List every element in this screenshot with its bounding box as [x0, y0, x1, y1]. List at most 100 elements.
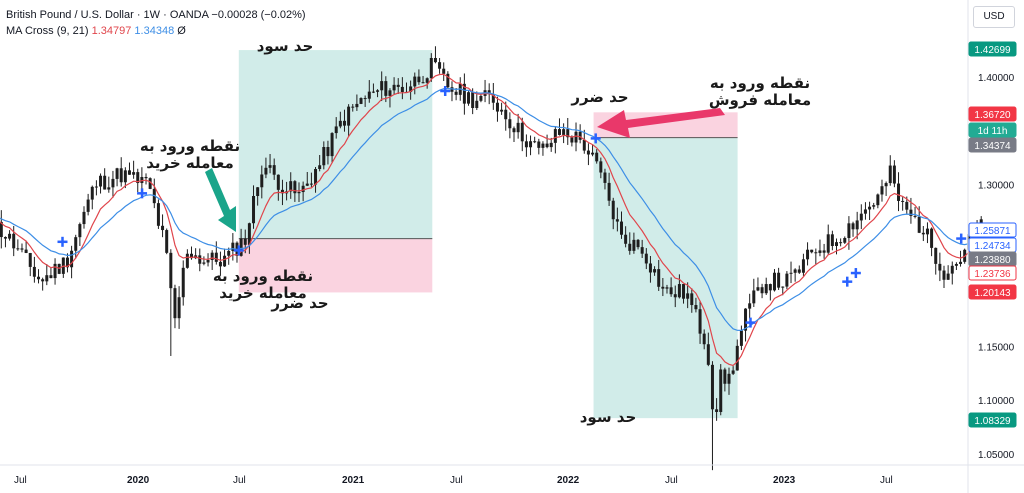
sell-entry-label-line: نقطه ورود به: [710, 74, 810, 92]
currency-button[interactable]: USD: [973, 6, 1015, 28]
candle-body: [537, 141, 541, 148]
candle-body: [165, 230, 169, 253]
chart-legend-indicator[interactable]: MA Cross (9, 21) 1.34797 1.34348 Ø: [6, 25, 186, 37]
candle-body: [620, 221, 623, 235]
price-badge-bg: [968, 265, 1017, 281]
candle-body: [702, 333, 706, 345]
price-badge: 1.36720: [968, 106, 1017, 122]
candle-body: [516, 122, 520, 133]
cross-marker: [440, 86, 451, 97]
candle-body: [198, 255, 202, 264]
x-tick-label: Jul: [233, 475, 246, 486]
candle-body: [247, 223, 251, 245]
candle-body: [785, 273, 789, 287]
candle-body: [731, 370, 735, 374]
candle-body: [756, 287, 760, 291]
price-badge-text: 1.36720: [974, 110, 1011, 121]
candle-body: [214, 252, 218, 262]
candle-body: [863, 209, 867, 214]
candle-body: [111, 178, 115, 188]
candle-body: [8, 233, 12, 239]
candle-body: [359, 98, 363, 104]
candle-body: [223, 255, 227, 267]
candle-body: [409, 86, 413, 92]
candle-body: [529, 141, 533, 148]
candle-body: [37, 276, 41, 280]
buy-entry-upper-label: نقطه ورود به معامله خرید: [140, 137, 240, 172]
candle-body: [396, 84, 400, 87]
candle-body: [227, 250, 231, 256]
candle-body: [475, 100, 479, 109]
candle-body: [727, 373, 731, 384]
candle-body: [934, 247, 938, 264]
candle-body: [508, 119, 512, 129]
candle-body: [835, 242, 838, 246]
price-badge-bg: [968, 106, 1017, 122]
candle-body: [855, 220, 859, 230]
candle-body: [433, 57, 437, 63]
candle-body: [735, 345, 739, 371]
candle-body: [467, 92, 471, 104]
price-badge-text: 1.34374: [974, 141, 1011, 152]
candle-body: [454, 91, 458, 95]
candle-body: [49, 275, 53, 279]
candle-body: [628, 243, 632, 251]
candle-body: [471, 92, 475, 109]
price-badge: 1.08329: [968, 412, 1017, 428]
candle-body: [107, 187, 111, 190]
sell-sl-label: حد ضرر: [570, 88, 628, 106]
visibility-icon[interactable]: Ø: [177, 25, 186, 37]
candle-body: [760, 287, 764, 294]
candle-body: [566, 129, 570, 138]
candle-body: [859, 213, 863, 221]
candle-body: [533, 141, 537, 143]
candle-body: [822, 250, 826, 253]
candle-body: [888, 165, 892, 184]
candle-body: [260, 174, 264, 188]
candle-body: [897, 183, 901, 201]
candle-body: [748, 303, 752, 309]
candle-body: [595, 152, 599, 162]
x-tick-label: Jul: [450, 475, 463, 486]
candle-body: [210, 252, 214, 260]
candle-body: [487, 90, 491, 95]
price-badge-text: 1d 11h: [978, 126, 1008, 137]
candle-body: [843, 237, 847, 243]
candle-body: [53, 263, 57, 279]
candle-body: [330, 133, 334, 157]
y-tick-label: 1.30000: [978, 181, 1015, 192]
candle-body: [268, 165, 272, 168]
candle-body: [562, 129, 566, 135]
candle-body: [239, 238, 243, 256]
candle-body: [723, 369, 727, 384]
moving-averages: [0, 73, 982, 367]
candle-body: [82, 211, 86, 225]
candle-body: [884, 183, 888, 187]
candle-body: [938, 263, 942, 271]
candle-body: [512, 128, 516, 133]
candle-body: [3, 237, 7, 239]
price-badge: 1d 11h: [968, 122, 1017, 138]
candle-body: [24, 249, 28, 253]
candle-body: [959, 261, 963, 264]
chart-legend-symbol: British Pound / U.S. Dollar · 1W · OANDA…: [6, 9, 306, 21]
x-tick-label: 2023: [773, 475, 796, 486]
candle-body: [400, 86, 404, 93]
candle-body: [950, 265, 954, 274]
buy-entry-upper-label-line: معامله خرید: [146, 154, 234, 172]
candle-body: [90, 186, 94, 200]
candle-body: [462, 83, 466, 104]
candle-body: [297, 192, 301, 194]
candle-body: [380, 81, 384, 91]
candle-body: [185, 253, 189, 268]
candle-body: [86, 199, 90, 212]
candle-body: [706, 344, 710, 365]
candle-body: [388, 90, 392, 96]
candle-body: [206, 259, 210, 263]
candle-body: [636, 239, 640, 248]
candle-body: [541, 143, 545, 148]
candle-body: [479, 95, 483, 101]
candle-body: [16, 248, 20, 250]
candle-body: [74, 237, 78, 251]
